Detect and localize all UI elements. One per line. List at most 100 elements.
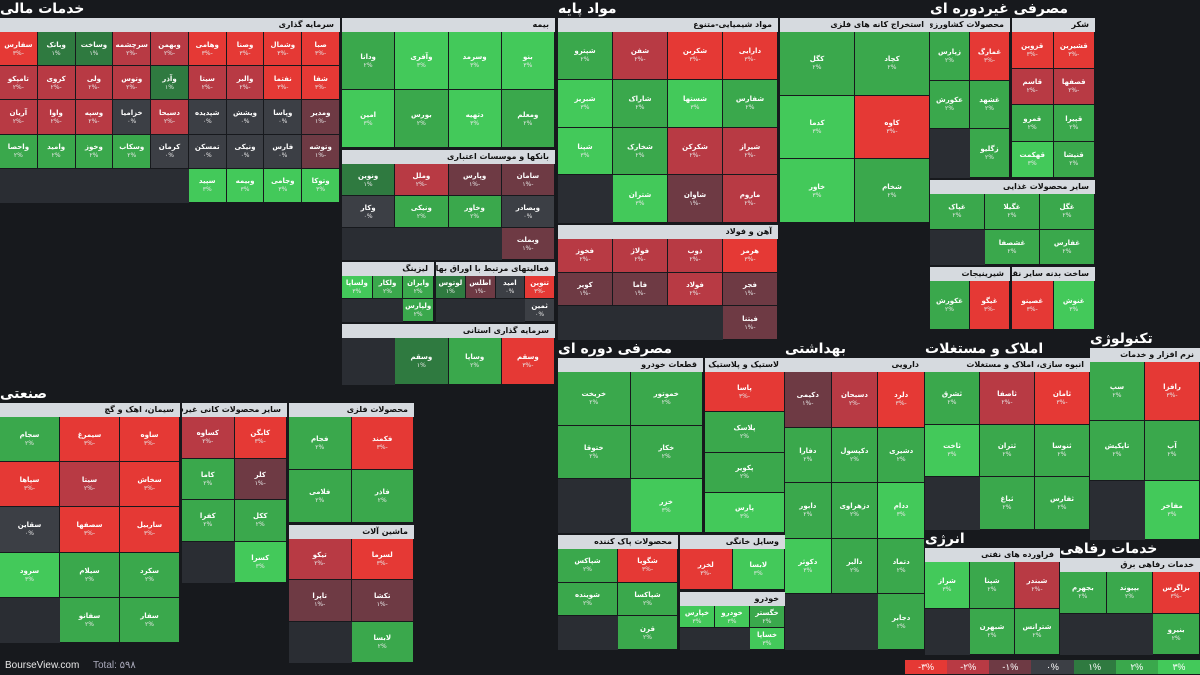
- stock-tile[interactable]: کچاد ۲%: [855, 32, 930, 96]
- stock-tile[interactable]: دلرد ۳%-: [878, 372, 925, 428]
- stock-tile[interactable]: دسبحان ۲%-: [831, 372, 879, 428]
- stock-tile[interactable]: وشمال ۳%-: [264, 32, 303, 67]
- stock-tile[interactable]: سفار ۲%: [120, 597, 180, 643]
- stock-tile[interactable]: غگل ۲%: [1040, 194, 1095, 230]
- stock-tile[interactable]: خودرو ۳%: [715, 606, 750, 628]
- stock-tile[interactable]: سفانو ۲%: [60, 597, 120, 643]
- stock-tile[interactable]: کساوه ۲%-: [182, 417, 235, 459]
- stock-tile[interactable]: شپترو ۲%: [558, 32, 613, 80]
- stock-tile[interactable]: سپ ۲%: [1090, 362, 1145, 422]
- stock-tile[interactable]: صبا ۳%-: [302, 32, 340, 67]
- stock-tile[interactable]: شیراز ۲%-: [723, 127, 778, 176]
- stock-tile[interactable]: خپارس ۳%: [680, 606, 715, 628]
- stock-tile[interactable]: قنیشا ۲%: [1053, 141, 1095, 178]
- stock-tile[interactable]: سپید ۳%: [188, 168, 227, 203]
- stock-tile[interactable]: والبر ۲%-: [226, 66, 265, 101]
- stock-tile[interactable]: ساربیل ۳%-: [120, 507, 180, 553]
- stock-tile[interactable]: فاذر ۲%: [351, 470, 414, 523]
- stock-tile[interactable]: وبانک ۱%: [37, 32, 76, 67]
- stock-tile[interactable]: غفارس ۲%: [1040, 229, 1095, 265]
- stock-tile[interactable]: سامان ۱%-: [501, 164, 555, 196]
- stock-tile[interactable]: شوینده ۲%: [558, 582, 618, 617]
- stock-tile[interactable]: شفارس ۲%: [723, 79, 778, 128]
- stock-tile[interactable]: لوتوس ۱%: [436, 276, 466, 299]
- stock-tile[interactable]: واوا ۲%-: [37, 100, 76, 135]
- stock-tile[interactable]: سیتا ۲%-: [60, 462, 120, 508]
- stock-tile[interactable]: فجام ۲%: [289, 417, 352, 470]
- stock-tile[interactable]: خاور ۳%: [780, 159, 855, 223]
- stock-tile[interactable]: کرمان ۰%: [151, 134, 189, 169]
- stock-tile[interactable]: ونیکی ۲%: [395, 196, 449, 228]
- stock-tile[interactable]: وبصادر ۰%: [501, 196, 555, 228]
- stock-tile[interactable]: ثمین ۰%: [525, 299, 555, 322]
- stock-tile[interactable]: ثاصفا ۲%-: [980, 372, 1035, 425]
- stock-tile[interactable]: ذوب ۲%-: [668, 239, 723, 273]
- stock-tile[interactable]: غپاک ۲%: [930, 194, 985, 230]
- stock-tile[interactable]: شترانس ۲%: [1015, 608, 1060, 655]
- stock-tile[interactable]: وآذر ۱%: [151, 66, 189, 101]
- stock-tile[interactable]: فخوز ۲%-: [558, 239, 613, 273]
- stock-tile[interactable]: کدما ۳%: [780, 95, 855, 160]
- stock-tile[interactable]: زگلیو ۲%: [970, 129, 1010, 178]
- stock-tile[interactable]: سصفها ۳%-: [60, 507, 120, 553]
- stock-tile[interactable]: لابسا ۳%: [732, 549, 785, 590]
- stock-tile[interactable]: فیتنا ۱%-: [723, 306, 778, 340]
- stock-tile[interactable]: ویشش ۰%: [226, 100, 265, 135]
- stock-tile[interactable]: ثتران ۲%: [980, 424, 1035, 478]
- stock-tile[interactable]: بورس ۲%: [395, 90, 449, 148]
- stock-tile[interactable]: فجر ۱%-: [723, 272, 778, 307]
- stock-tile[interactable]: پارس ۳%: [705, 492, 785, 533]
- stock-tile[interactable]: بنو ۳%: [501, 32, 555, 90]
- stock-tile[interactable]: فولاژ ۲%-: [613, 239, 668, 273]
- stock-tile[interactable]: رافزا ۳%-: [1145, 362, 1200, 422]
- stock-tile[interactable]: ولکار ۲%: [372, 276, 404, 299]
- stock-tile[interactable]: وهامی ۳%-: [188, 32, 227, 67]
- stock-tile[interactable]: خزر ۳%: [630, 479, 703, 533]
- stock-tile[interactable]: فارس ۰%: [264, 134, 303, 169]
- stock-tile[interactable]: فلامی ۲%: [289, 470, 352, 523]
- stock-tile[interactable]: ودانا ۲%: [342, 32, 396, 90]
- stock-tile[interactable]: امین ۳%: [342, 90, 396, 148]
- stock-tile[interactable]: ثفارس ۲%: [1035, 477, 1090, 530]
- stock-tile[interactable]: ثشرق ۲%: [925, 372, 980, 425]
- stock-tile[interactable]: بنیرو ۲%: [1153, 613, 1200, 655]
- stock-tile[interactable]: دالبر ۲%: [831, 538, 879, 595]
- stock-tile[interactable]: شپاکسا ۲%: [618, 582, 678, 617]
- stock-tile[interactable]: دفارا ۲%: [785, 427, 832, 484]
- stock-tile[interactable]: دتهیه ۳%: [448, 90, 502, 148]
- stock-tile[interactable]: وتوکا ۳%: [302, 168, 340, 203]
- stock-tile[interactable]: شستها ۳%: [668, 79, 723, 128]
- stock-tile[interactable]: هرمز ۳%-: [723, 239, 778, 273]
- stock-tile[interactable]: وپارس ۱%-: [448, 164, 502, 196]
- stock-tile[interactable]: ولی ۲%-: [75, 66, 114, 101]
- stock-tile[interactable]: دکیمی ۱%-: [785, 372, 832, 428]
- stock-tile[interactable]: وصنا ۳%-: [226, 32, 265, 67]
- stock-tile[interactable]: ختوقا ۲%: [558, 425, 631, 480]
- stock-tile[interactable]: دابور ۲%: [785, 483, 832, 539]
- stock-tile[interactable]: قرن ۲%: [618, 616, 678, 650]
- stock-tile[interactable]: فاما ۱%-: [613, 272, 668, 307]
- stock-tile[interactable]: ومدیر ۱%-: [302, 100, 340, 135]
- stock-tile[interactable]: شاوان ۱%-: [668, 175, 723, 223]
- stock-tile[interactable]: ددام ۳%: [878, 483, 925, 539]
- stock-tile[interactable]: سیلام ۲%: [60, 552, 120, 598]
- stock-tile[interactable]: وکار ۰%: [342, 196, 396, 228]
- stock-tile[interactable]: بجهرم ۲%: [1060, 572, 1107, 614]
- stock-tile[interactable]: واحصا ۲%: [0, 134, 38, 169]
- stock-tile[interactable]: دارایی ۳%-: [723, 32, 778, 80]
- stock-tile[interactable]: آپ ۲%: [1145, 421, 1200, 481]
- stock-tile[interactable]: ککل ۲%: [234, 500, 287, 542]
- stock-tile[interactable]: غشهد ۲%: [970, 80, 1010, 130]
- stock-tile[interactable]: امید ۰%: [495, 276, 526, 299]
- stock-tile[interactable]: وجامی ۳%: [264, 168, 303, 203]
- stock-tile[interactable]: غشصفا ۲%: [985, 229, 1040, 265]
- stock-tile[interactable]: شفا ۳%-: [302, 66, 340, 101]
- stock-tile[interactable]: شاراک ۲%: [613, 79, 668, 128]
- stock-tile[interactable]: ثامان ۳%-: [1035, 372, 1090, 425]
- stock-tile[interactable]: کفرا ۲%: [182, 500, 235, 542]
- stock-tile[interactable]: بپیوند ۲%: [1106, 572, 1154, 614]
- stock-tile[interactable]: قاسم ۲%-: [1012, 68, 1054, 105]
- stock-tile[interactable]: وبهمن ۲%-: [151, 32, 189, 67]
- stock-tile[interactable]: کلر ۱%-: [234, 458, 287, 500]
- stock-tile[interactable]: ثنوسا ۲%: [1035, 424, 1090, 478]
